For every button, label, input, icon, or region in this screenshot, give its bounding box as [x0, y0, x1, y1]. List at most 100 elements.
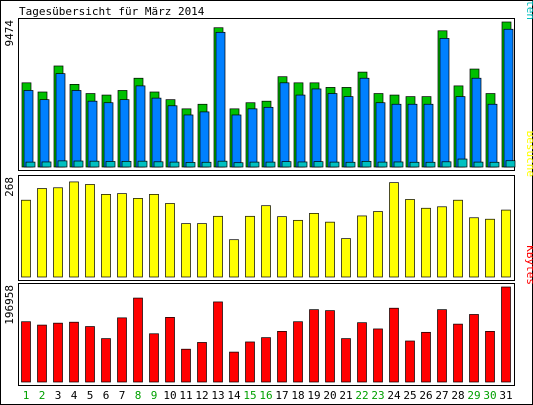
bar-seiten	[217, 160, 228, 168]
bar-kbytes	[293, 321, 303, 383]
panel-pages: 9474 Anfragen/Dateien/Seiten	[3, 0, 533, 171]
x-tick-label: 24	[387, 389, 401, 402]
bar-dateien	[151, 97, 162, 168]
bar-visits	[117, 193, 127, 278]
bar-dateien	[87, 100, 98, 168]
bar-kbytes	[181, 348, 191, 383]
bar-kbytes	[117, 317, 127, 383]
x-tick-label: 29	[467, 389, 480, 402]
panel-kbytes: 196958 KBytes	[3, 245, 533, 386]
bar-visits	[357, 215, 367, 278]
bar-kbytes	[53, 322, 63, 383]
x-tick-label: 1	[23, 389, 30, 402]
x-tick-label: 26	[419, 389, 432, 402]
bar-kbytes	[469, 314, 479, 383]
bar-kbytes	[149, 333, 159, 383]
bar-dateien	[375, 102, 386, 168]
x-tick-label: 7	[119, 389, 126, 402]
bar-kbytes	[341, 338, 351, 383]
bar-visits	[261, 205, 271, 278]
x-tick-label: 2	[39, 389, 46, 402]
bar-kbytes	[197, 342, 207, 383]
bar-seiten	[233, 162, 244, 168]
bar-visits	[69, 181, 79, 278]
bar-visits	[229, 239, 239, 278]
panel-frame-pages	[18, 18, 515, 171]
x-tick-label: 25	[403, 389, 416, 402]
bar-visits	[21, 199, 31, 278]
bar-visits	[437, 206, 447, 278]
bar-kbytes	[309, 309, 319, 383]
bar-kbytes	[165, 317, 175, 383]
bar-visits	[181, 223, 191, 278]
x-tick-label: 4	[71, 389, 78, 402]
x-tick-label: 21	[339, 389, 352, 402]
bar-dateien	[343, 96, 354, 168]
bar-kbytes	[69, 321, 79, 383]
bar-kbytes	[21, 321, 31, 383]
bar-visits	[277, 216, 287, 278]
x-tick-label: 20	[323, 389, 336, 402]
chart-panels: 9474 Anfragen/Dateien/Seiten 268 Besuche 196…	[3, 0, 533, 386]
series-label-part: Seiten	[524, 0, 533, 20]
bar-visits	[421, 207, 431, 278]
bar-dateien	[311, 88, 322, 168]
bar-kbytes	[373, 328, 383, 383]
bar-seiten	[409, 161, 420, 168]
bar-seiten	[393, 161, 404, 168]
bar-visits	[101, 194, 111, 278]
x-tick-label: 13	[211, 389, 224, 402]
bar-visits	[485, 218, 495, 278]
bar-dateien	[215, 31, 226, 168]
x-tick-label: 12	[195, 389, 208, 402]
bar-kbytes	[485, 331, 495, 383]
x-tick-label: 9	[151, 389, 158, 402]
x-tick-label: 5	[87, 389, 94, 402]
bar-dateien	[407, 103, 418, 168]
bar-dateien	[103, 102, 114, 168]
panel-max-label-pages: 9474	[3, 20, 16, 47]
panel-max-label-visits: 268	[3, 177, 16, 197]
bar-visits	[197, 223, 207, 278]
bar-seiten	[153, 161, 164, 168]
bar-seiten	[105, 161, 116, 168]
bar-kbytes	[437, 309, 447, 383]
bar-dateien	[23, 90, 34, 168]
bar-kbytes	[213, 301, 223, 383]
bar-seiten	[249, 161, 260, 168]
bar-visits	[501, 209, 511, 278]
bar-kbytes	[389, 307, 399, 383]
bar-seiten	[473, 161, 484, 168]
series-label-part: KBytes	[524, 245, 533, 285]
bar-kbytes	[245, 341, 255, 383]
bars-pages	[21, 21, 516, 168]
bar-dateien	[263, 106, 274, 168]
x-tick-label: 16	[259, 389, 272, 402]
x-tick-label: 3	[55, 389, 62, 402]
bar-dateien	[503, 28, 514, 168]
bar-seiten	[121, 160, 132, 168]
panel-max-label-kbytes: 196958	[3, 285, 16, 325]
bar-seiten	[425, 161, 436, 168]
bars-kbytes	[21, 286, 511, 383]
bar-visits	[373, 211, 383, 278]
x-tick-label: 18	[291, 389, 304, 402]
x-tick-label: 22	[355, 389, 368, 402]
bar-dateien	[55, 73, 66, 168]
bar-visits	[293, 219, 303, 278]
bar-visits	[85, 184, 95, 278]
bar-dateien	[423, 103, 434, 168]
bar-seiten	[201, 161, 212, 168]
x-tick-label: 31	[499, 389, 512, 402]
bar-dateien	[295, 94, 306, 168]
bar-visits	[53, 187, 63, 278]
panel-frame-visits	[18, 175, 515, 281]
bar-visits	[245, 215, 255, 278]
bar-seiten	[137, 160, 148, 168]
bar-seiten	[281, 161, 292, 168]
bar-kbytes	[501, 286, 511, 383]
bar-kbytes	[229, 351, 239, 383]
bar-dateien	[279, 82, 290, 168]
x-tick-label: 8	[135, 389, 142, 402]
bar-seiten	[297, 161, 308, 168]
